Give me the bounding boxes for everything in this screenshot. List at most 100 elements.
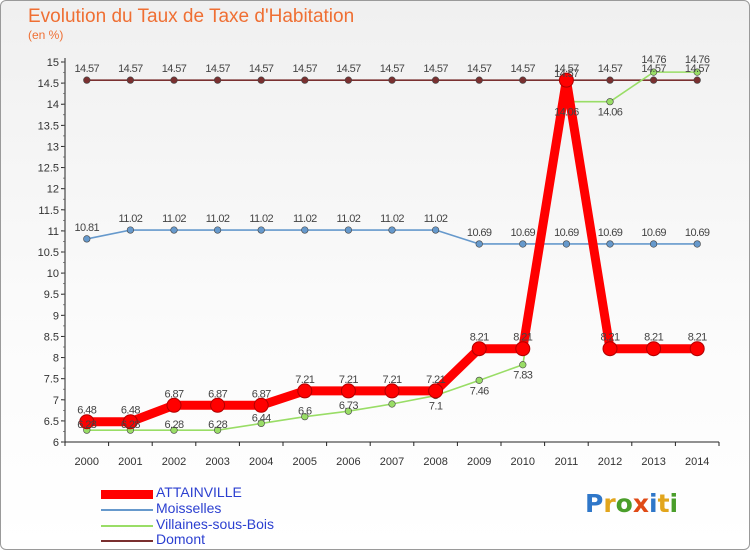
y-tick-label: 12 xyxy=(47,184,59,196)
data-point-villaines-sous-bois xyxy=(257,419,265,428)
logo-letter: i xyxy=(669,489,679,518)
data-point-moisselles xyxy=(432,226,440,234)
y-tick-label: 6 xyxy=(53,437,59,449)
x-tick-label: 2001 xyxy=(118,456,142,468)
data-point-moisselles xyxy=(693,240,701,248)
data-label-moisselles: 10.69 xyxy=(554,227,579,239)
data-point-attainville xyxy=(340,383,356,399)
data-point-villaines-sous-bois xyxy=(214,426,222,434)
x-tick-label: 2003 xyxy=(205,456,229,468)
data-label-moisselles: 10.69 xyxy=(511,227,536,239)
data-label-attainville: 6.87 xyxy=(252,388,271,400)
data-label-attainville: 6.48 xyxy=(77,405,96,417)
data-label-attainville: 6.87 xyxy=(164,388,183,400)
data-label-villaines-sous-bois: 7.46 xyxy=(470,385,489,397)
data-point-moisselles xyxy=(475,240,483,248)
data-point-domont xyxy=(649,76,658,84)
data-label-villaines-sous-bois: 7.83 xyxy=(513,370,532,382)
data-point-attainville xyxy=(646,341,662,357)
data-point-domont xyxy=(693,76,701,84)
x-tick-label: 2009 xyxy=(467,456,491,468)
data-label-moisselles: 10.69 xyxy=(598,227,623,239)
data-label-domont: 14.57 xyxy=(293,63,318,75)
data-label-domont: 14.57 xyxy=(554,63,579,75)
data-label-domont: 14.57 xyxy=(205,63,230,75)
data-point-attainville xyxy=(558,72,574,88)
data-label-villaines-sous-bois: 14.76 xyxy=(685,54,710,66)
legend-label: ATTAINVILLE xyxy=(156,484,242,500)
data-point-moisselles xyxy=(170,226,178,234)
data-point-moisselles xyxy=(388,226,396,234)
data-label-villaines-sous-bois: 6.28 xyxy=(164,419,183,431)
data-point-attainville xyxy=(471,341,487,357)
y-tick-label: 11.5 xyxy=(38,205,59,217)
data-label-villaines-sous-bois: 7.1 xyxy=(429,401,443,413)
data-label-domont: 14.57 xyxy=(249,63,274,75)
data-label-attainville: 7.21 xyxy=(382,374,401,386)
data-point-villaines-sous-bois xyxy=(388,400,396,408)
data-label-domont: 14.57 xyxy=(75,63,100,75)
data-label-domont: 14.57 xyxy=(380,63,405,75)
data-point-attainville xyxy=(122,414,138,430)
legend-label: Villaines-sous-Bois xyxy=(156,516,275,532)
data-label-moisselles: 11.02 xyxy=(337,213,361,225)
legend-swatch-villaines xyxy=(101,525,153,527)
data-point-moisselles xyxy=(344,226,353,234)
data-label-moisselles: 10.69 xyxy=(685,227,710,239)
data-point-moisselles xyxy=(301,226,309,234)
data-point-attainville xyxy=(253,397,269,413)
data-label-domont: 14.57 xyxy=(641,63,666,75)
data-point-attainville xyxy=(297,383,313,399)
logo-letter: t xyxy=(657,489,670,518)
data-point-villaines-sous-bois xyxy=(170,426,178,434)
data-label-attainville: 8.21 xyxy=(688,332,707,344)
data-point-moisselles xyxy=(649,240,658,248)
y-tick-label: 8.5 xyxy=(44,331,59,343)
logo-letter: r xyxy=(603,489,616,518)
data-point-domont xyxy=(126,76,134,84)
data-label-villaines-sous-bois: 14.06 xyxy=(598,107,623,119)
data-label-villaines-sous-bois: 6.28 xyxy=(121,419,140,431)
data-point-moisselles xyxy=(214,226,222,234)
data-point-villaines-sous-bois xyxy=(606,98,614,106)
y-tick-label: 8 xyxy=(53,353,59,365)
data-point-domont xyxy=(344,76,353,84)
data-label-moisselles: 11.02 xyxy=(249,213,273,225)
logo-letter: o xyxy=(615,489,633,518)
data-label-domont: 14.57 xyxy=(336,63,361,75)
data-point-domont xyxy=(257,76,265,84)
data-point-domont xyxy=(214,76,222,84)
data-point-domont xyxy=(83,76,91,84)
data-point-moisselles xyxy=(606,240,614,248)
data-label-domont: 14.57 xyxy=(162,63,187,75)
data-point-villaines-sous-bois xyxy=(519,361,527,369)
series-line-attainville xyxy=(86,75,698,427)
data-point-domont xyxy=(519,76,527,84)
data-label-attainville: 14.57 xyxy=(554,68,579,80)
y-tick-label: 12.5 xyxy=(38,163,59,175)
data-label-villaines-sous-bois: 14.06 xyxy=(554,107,579,119)
data-point-moisselles xyxy=(519,240,527,248)
logo-letter: x xyxy=(632,489,649,518)
data-point-moisselles xyxy=(562,240,571,248)
logo-letter: i xyxy=(649,489,658,518)
data-point-domont xyxy=(432,76,440,84)
legend-swatch-moisselles xyxy=(101,509,153,511)
logo-letter: P xyxy=(585,489,604,518)
data-label-moisselles: 10.81 xyxy=(75,222,100,234)
x-tick-label: 2002 xyxy=(162,456,186,468)
x-tick-label: 2000 xyxy=(75,456,99,468)
legend-label: Domont xyxy=(156,531,206,547)
data-point-moisselles xyxy=(83,235,91,243)
data-label-attainville: 7.21 xyxy=(339,374,358,386)
data-point-attainville xyxy=(689,341,705,357)
data-point-villaines-sous-bois xyxy=(475,376,483,384)
data-point-domont xyxy=(170,76,178,84)
data-label-attainville: 8.21 xyxy=(600,332,619,344)
data-label-villaines-sous-bois: 6.28 xyxy=(77,419,96,431)
legend-swatch-domont xyxy=(101,540,153,542)
data-label-moisselles: 11.02 xyxy=(162,213,186,225)
y-tick-label: 13 xyxy=(47,141,59,153)
